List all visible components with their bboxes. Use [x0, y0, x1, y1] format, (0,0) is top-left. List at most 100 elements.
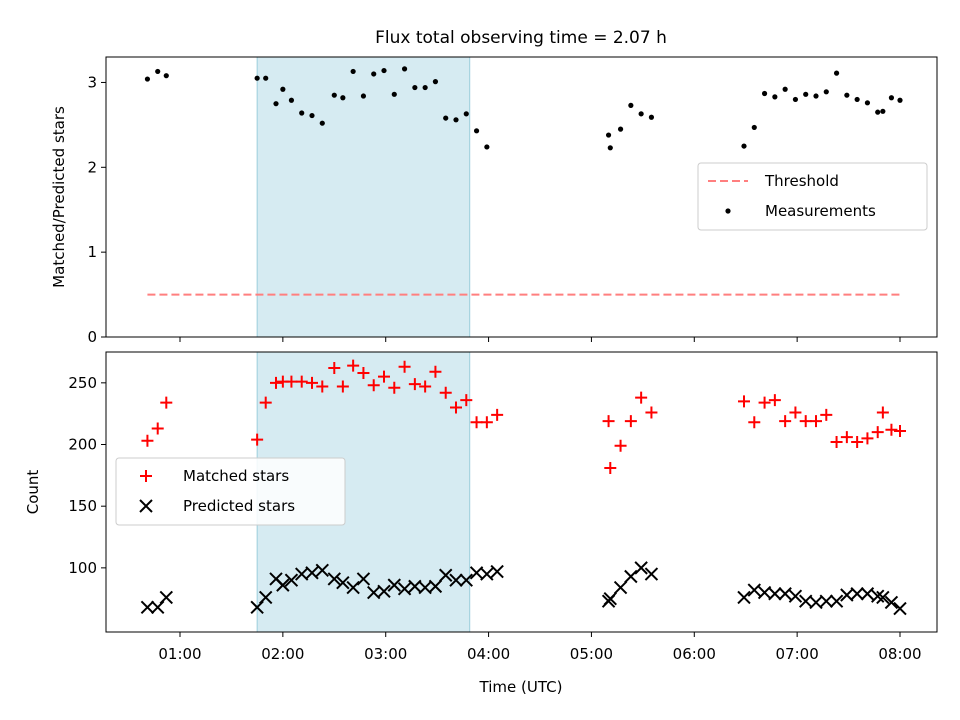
predicted-star-point	[624, 569, 638, 584]
matched-star-point	[408, 378, 421, 391]
measurement-point	[880, 108, 886, 114]
measurement-point	[309, 112, 315, 119]
measurement-point	[761, 90, 768, 97]
predicted-star-point	[768, 587, 782, 601]
measurement-point	[772, 94, 778, 100]
predicted-star-point	[336, 575, 350, 590]
x-tick-label: 04:00	[467, 645, 510, 663]
legend-box	[115, 457, 346, 526]
measurement-point	[319, 120, 325, 126]
predicted-star-point	[397, 582, 412, 596]
predicted-star-point	[284, 573, 299, 587]
matched-star-point	[251, 433, 264, 446]
legend-x-swatch	[139, 499, 153, 513]
predicted-star-point	[159, 590, 173, 605]
measurement-point	[263, 75, 269, 81]
matched-star-point	[614, 439, 627, 452]
measurement-point	[350, 68, 356, 75]
measurement-point	[432, 79, 439, 85]
predicted-star-point	[459, 573, 473, 587]
measurement-point	[897, 97, 903, 103]
matched-star-point	[604, 461, 617, 474]
matched-star-point	[768, 394, 781, 407]
predicted-star-point	[428, 579, 443, 594]
measurement-point	[751, 124, 757, 131]
matched-star-point	[894, 424, 906, 437]
bottom-legend: Matched stars Predicted stars	[115, 457, 346, 526]
measurement-point	[648, 114, 655, 120]
matched-star-point	[270, 376, 282, 389]
matched-star-point	[398, 360, 411, 373]
x-tick-label: 02:00	[261, 645, 304, 663]
predicted-star-point	[439, 568, 453, 582]
measurement-point	[792, 96, 799, 103]
predicted-star-point	[737, 590, 751, 605]
x-tick-label: 01:00	[158, 645, 201, 663]
top-axes-frame	[105, 56, 938, 338]
matched-star-point	[160, 396, 173, 409]
matched-star-point	[851, 436, 864, 449]
predicted-star-point	[884, 595, 899, 610]
predicted-star-point	[276, 578, 290, 592]
matched-star-point	[470, 416, 483, 429]
measurement-point	[628, 102, 634, 108]
predicted-star-point	[480, 567, 494, 581]
measurement-point	[381, 67, 387, 74]
x-tick-label: 08:00	[878, 645, 921, 663]
measurement-point	[833, 70, 840, 76]
predicted-star-point	[387, 578, 401, 592]
predicted-star-point	[644, 567, 659, 581]
predicted-star-point	[819, 594, 833, 608]
matched-star-point	[645, 406, 658, 419]
measurement-point	[443, 115, 449, 121]
y-tick-label: 200	[68, 436, 97, 454]
x-tick-label: 05:00	[570, 645, 613, 663]
measurement-point	[331, 92, 337, 98]
measurement-point	[371, 71, 377, 77]
matched-star-point	[491, 408, 504, 421]
predicted-star-point	[490, 564, 504, 579]
measurement-point	[453, 117, 459, 123]
measurement-point	[844, 92, 850, 98]
predicted-star-point	[860, 587, 875, 601]
matched-star-point	[885, 423, 898, 436]
matched-star-point	[820, 408, 833, 421]
predicted-star-point	[613, 580, 628, 595]
matched-star-point	[738, 395, 750, 408]
matched-star-point	[624, 415, 637, 428]
y-tick-label: 150	[68, 497, 97, 515]
legend-dot-swatch	[725, 208, 731, 214]
x-tick-label: 07:00	[776, 645, 819, 663]
predicted-star-point	[747, 583, 761, 597]
measurement-point	[741, 143, 747, 149]
predicted-star-point	[259, 590, 273, 605]
bottom-x-ticks: 01:00 02:00 03:00 04:00 05:00 06:00 07:00 08:00	[158, 632, 922, 663]
matched-star-point	[450, 401, 462, 414]
predicted-star-point	[449, 573, 463, 587]
y-tick-label: 2	[87, 158, 97, 176]
matched-star-point	[141, 434, 154, 447]
legend-plus-swatch	[140, 470, 152, 482]
matched-star-point	[306, 376, 318, 389]
measurement-point	[155, 68, 161, 75]
predicted-star-point	[871, 589, 885, 603]
y-tick-label: 250	[68, 374, 97, 392]
measurement-point	[422, 84, 428, 91]
measurement-point	[412, 84, 418, 91]
predicted-star-point	[377, 584, 391, 599]
bottom-series-layer	[140, 359, 907, 616]
predicted-star-point	[346, 580, 360, 595]
matched-star-point	[336, 380, 349, 393]
matched-star-point	[378, 370, 390, 383]
x-axis-label: Time (UTC)	[479, 678, 563, 696]
x-tick-label: 06:00	[673, 645, 716, 663]
matched-star-point	[460, 394, 473, 407]
matched-star-point	[602, 415, 615, 428]
matched-star-point	[799, 415, 812, 428]
y-tick-label: 100	[68, 559, 97, 577]
predicted-star-point	[829, 594, 844, 608]
matched-star-point	[295, 375, 308, 388]
matched-star-point	[830, 436, 843, 449]
legend-box	[697, 162, 928, 231]
measurement-point	[401, 66, 408, 72]
